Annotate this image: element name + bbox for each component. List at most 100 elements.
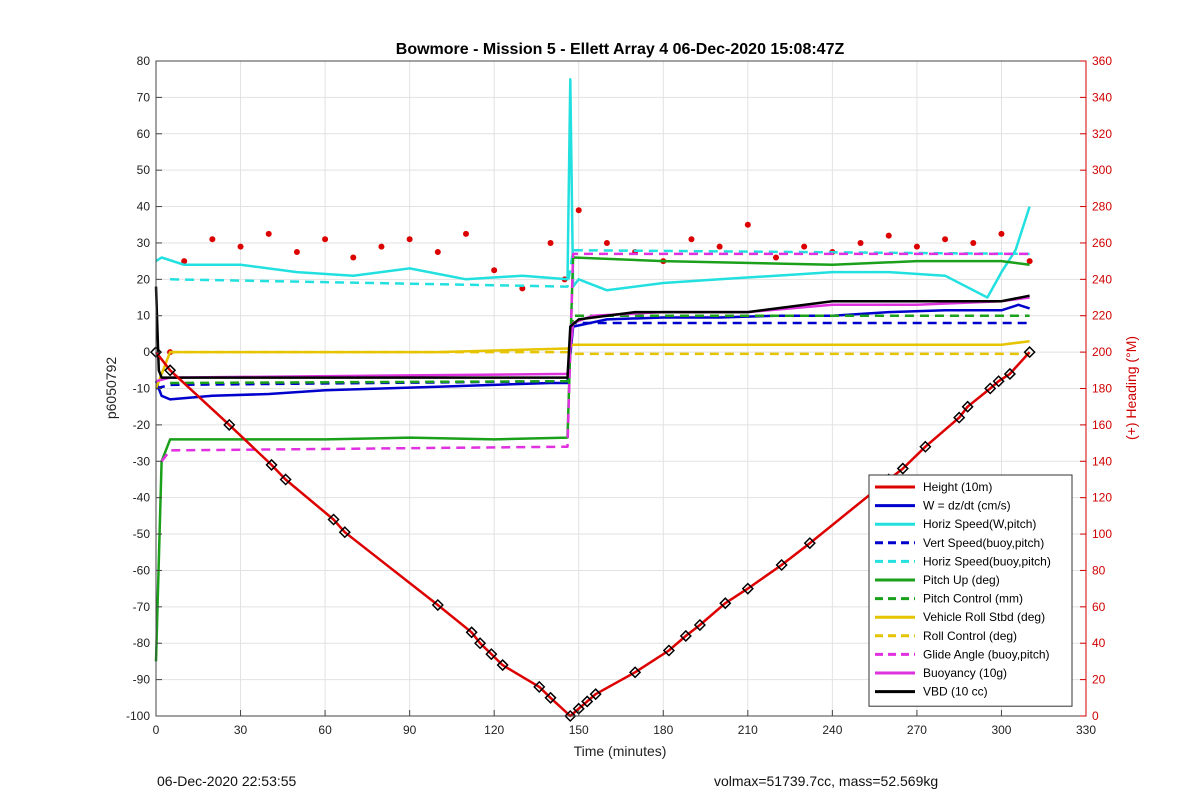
heading-point [773, 254, 779, 261]
y-right-tick-label: 140 [1092, 454, 1112, 468]
y-right-tick-label: 160 [1092, 418, 1112, 432]
y-tick-label: -70 [133, 600, 151, 614]
height-marker [431, 598, 444, 612]
y-axis-label: p6050792 [103, 357, 119, 420]
y-tick-label: 0 [143, 345, 150, 359]
heading-point [378, 243, 385, 250]
heading-point [716, 243, 723, 250]
x-tick-label: 60 [318, 723, 332, 737]
legend-label: Horiz Speed(buoy,pitch) [923, 554, 1051, 568]
height-marker [223, 418, 236, 431]
height-marker [679, 629, 692, 643]
height-marker [719, 597, 732, 610]
height-marker [581, 695, 594, 708]
y-right-tick-label: 60 [1092, 600, 1106, 614]
y-right-tick-label: 240 [1092, 272, 1112, 286]
height-marker [338, 526, 351, 539]
heading-point [970, 239, 977, 246]
x-tick-label: 30 [234, 723, 248, 737]
legend-label: Pitch Control (mm) [923, 592, 1023, 606]
y-right-tick-label: 260 [1092, 236, 1112, 250]
height-marker [961, 400, 974, 413]
axis-ticks: 0 30 60 90 120 150 180 210 240 270 300 330807060504… [126, 54, 1112, 737]
height-marker [327, 513, 340, 526]
height-marker [465, 626, 478, 639]
x-tick-label: 300 [991, 723, 1011, 737]
height-marker [775, 558, 788, 572]
height-marker [629, 666, 642, 679]
height-marker [164, 364, 177, 377]
height-marker [984, 382, 997, 395]
x-axis-label: Time (minutes) [574, 743, 667, 759]
x-tick-label: 270 [907, 723, 927, 737]
y-tick-label: -10 [133, 382, 151, 396]
y-right-tick-label: 280 [1092, 200, 1112, 214]
height-marker [919, 440, 932, 453]
series-line [154, 286, 1030, 379]
series-line [170, 248, 1030, 288]
y-right-tick-label: 200 [1092, 345, 1112, 359]
heading-point [885, 232, 892, 239]
heading-point [491, 267, 498, 274]
legend-label: W = dz/dt (cm/s) [923, 499, 1011, 513]
footer-volmax-mass: volmax=51739.7cc, mass=52.569kg [714, 773, 939, 789]
series-line [170, 350, 1030, 356]
legend: Height (10m) W = dz/dt (cm/s) Horiz Speed(… [868, 474, 1073, 707]
y-tick-label: 70 [137, 90, 151, 104]
series-line [155, 351, 1031, 718]
heading-point [463, 230, 469, 237]
legend-label: Glide Angle (buoy,pitch) [923, 647, 1050, 661]
heading-point [293, 249, 300, 256]
height-marker [474, 637, 487, 650]
height-marker [564, 709, 577, 723]
legend-label: Height (10m) [923, 480, 992, 494]
height-marker [1003, 367, 1016, 381]
x-tick-label: 180 [653, 723, 673, 737]
height-marker [265, 458, 278, 471]
heading-point [322, 236, 329, 243]
y-right-tick-label: 320 [1092, 127, 1112, 141]
height-marker [485, 648, 498, 661]
y-right-tick-label: 80 [1092, 563, 1106, 577]
y-tick-label: -40 [133, 491, 151, 505]
y-tick-label: 10 [137, 309, 151, 323]
x-tick-label: 0 [153, 723, 160, 737]
height-marker [803, 537, 816, 550]
y-right-tick-label: 360 [1092, 54, 1112, 68]
y-tick-label: 20 [137, 272, 151, 286]
series-line [154, 256, 1030, 662]
height-marker [589, 688, 602, 701]
series-line [170, 314, 1030, 385]
x-tick-label: 210 [738, 723, 758, 737]
height-marker [896, 462, 909, 475]
y-tick-label: -80 [133, 636, 151, 650]
height-marker [953, 411, 966, 424]
heading-point [265, 230, 272, 237]
legend-label: VBD (10 cc) [923, 685, 988, 699]
y-tick-label: 60 [137, 127, 151, 141]
legend-label: Pitch Up (deg) [923, 573, 1000, 587]
y-right-tick-label: 180 [1092, 382, 1112, 396]
footer-timestamp: 06-Dec-2020 22:53:55 [157, 773, 297, 789]
legend-box [868, 474, 1073, 707]
x-tick-label: 150 [569, 723, 589, 737]
height-marker [992, 375, 1005, 388]
height-marker [693, 618, 706, 632]
series-line [154, 339, 1030, 389]
heading-point [801, 243, 808, 250]
heading-point [913, 243, 920, 250]
heading-point [688, 236, 695, 243]
chart-title: Bowmore - Mission 5 - Ellett Array 4 06-… [396, 41, 845, 58]
y-right-tick-label: 100 [1092, 527, 1112, 541]
y-tick-label: -90 [133, 673, 151, 687]
x-tick-label: 240 [822, 723, 842, 737]
heading-point [744, 221, 751, 228]
x-tick-label: 120 [484, 723, 504, 737]
y-tick-label: 80 [137, 54, 151, 68]
y-right-tick-label: 340 [1092, 90, 1112, 104]
heading-point [857, 239, 864, 246]
y-right-tick-label: 120 [1092, 491, 1112, 505]
y-tick-label: -60 [133, 563, 151, 577]
legend-label: Buoyancy (10g) [923, 666, 1007, 680]
